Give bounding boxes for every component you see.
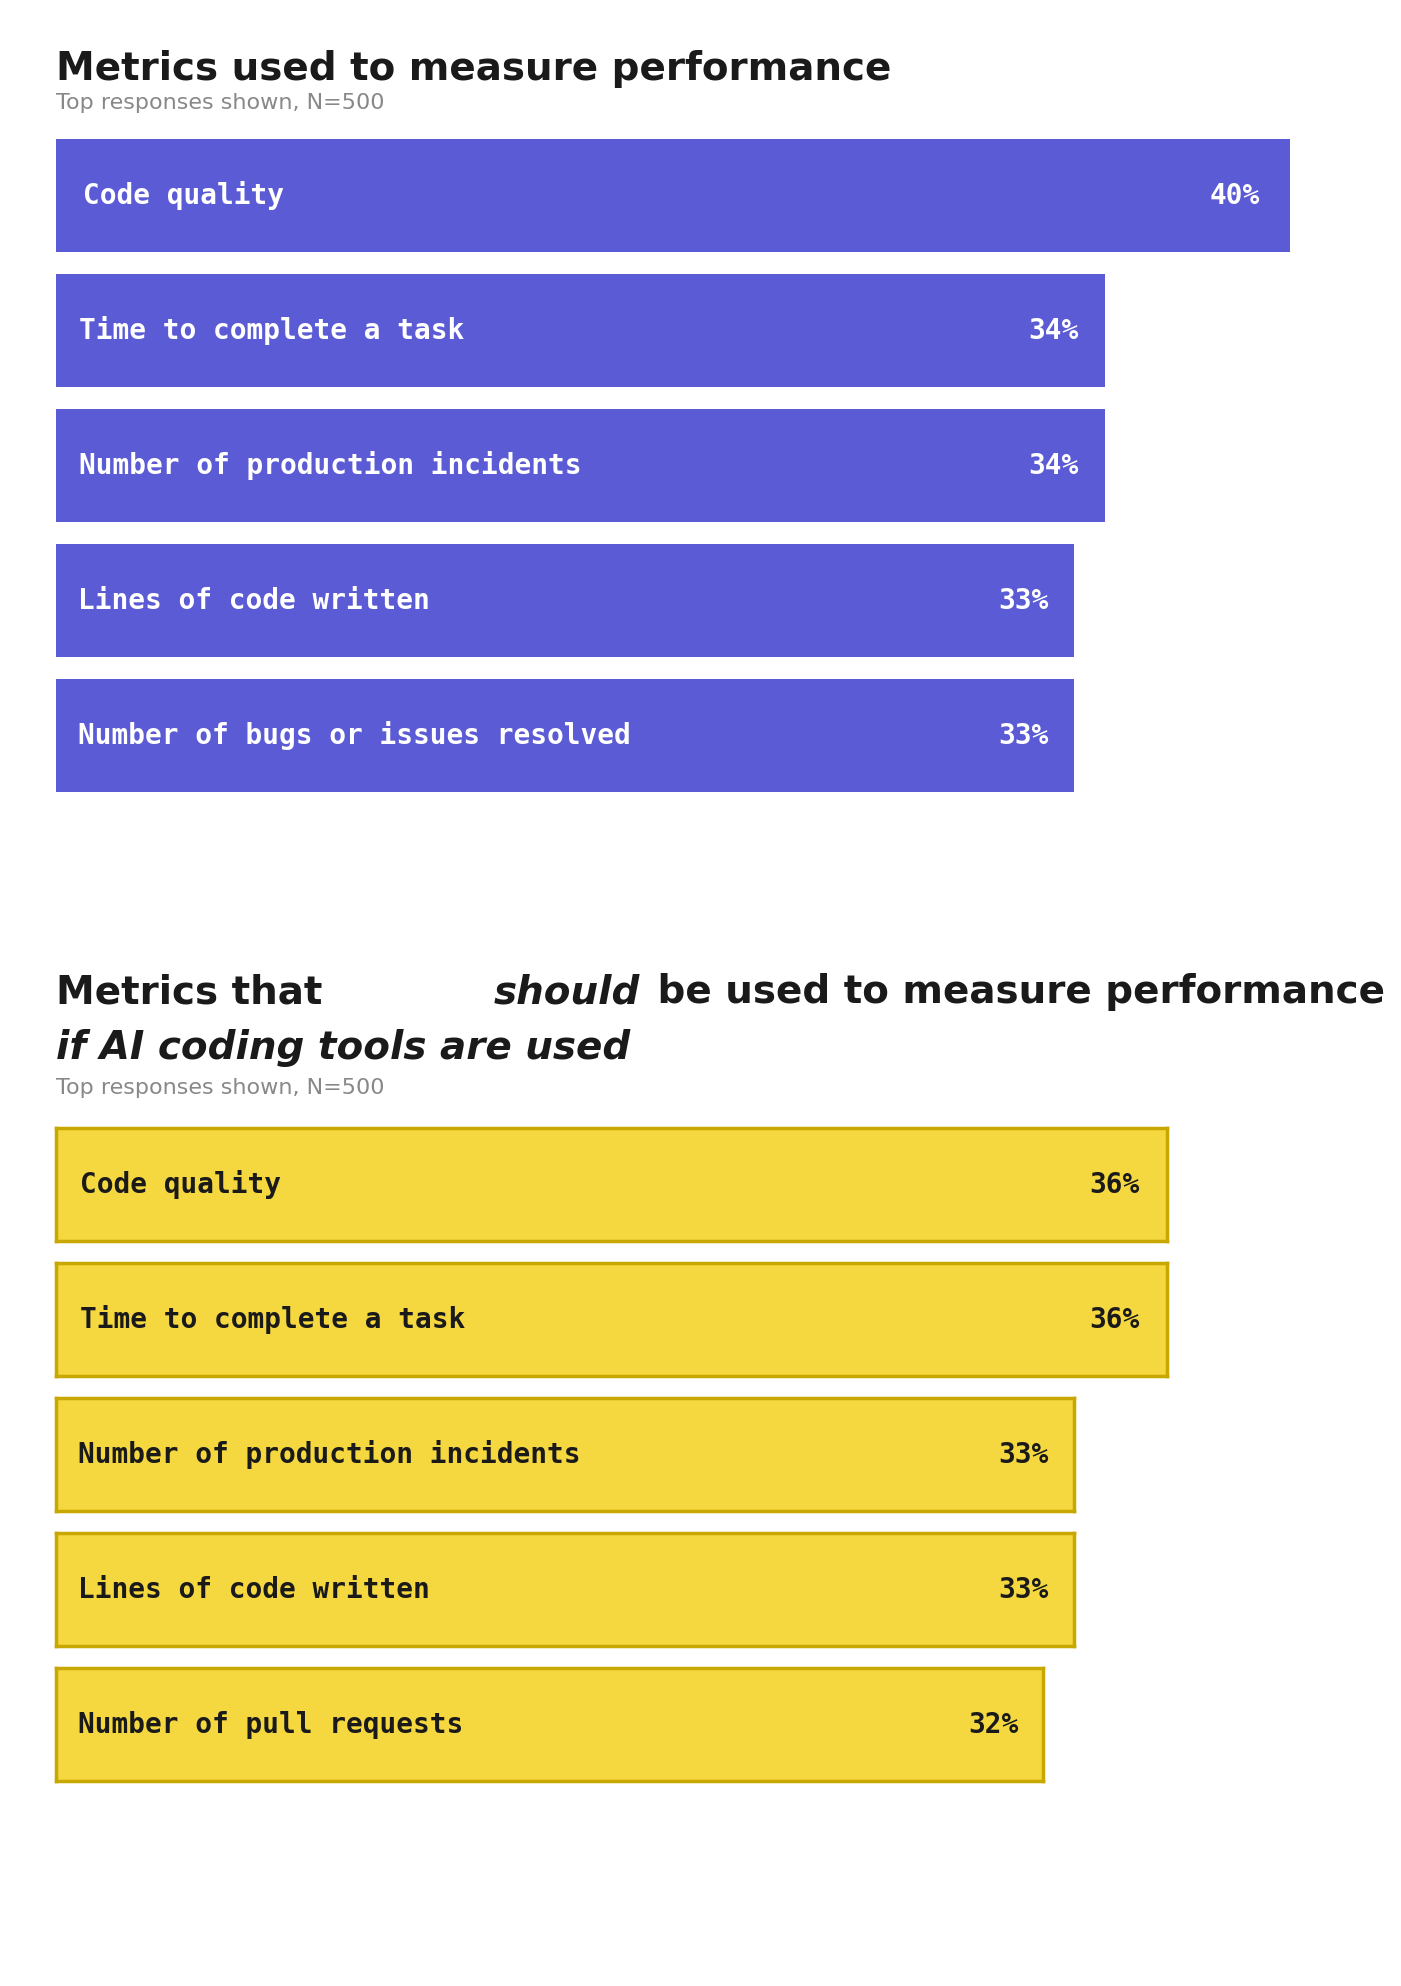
Text: Time to complete a task: Time to complete a task [78, 316, 464, 346]
Text: 33%: 33% [999, 586, 1049, 616]
Text: Number of production incidents: Number of production incidents [78, 1440, 581, 1470]
Text: Top responses shown, N=500: Top responses shown, N=500 [56, 93, 384, 113]
Text: Top responses shown, N=500: Top responses shown, N=500 [56, 1078, 384, 1098]
Text: Metrics used to measure performance: Metrics used to measure performance [56, 50, 891, 87]
Text: Metrics that: Metrics that [56, 973, 336, 1011]
Text: Lines of code written: Lines of code written [78, 1575, 430, 1605]
Text: Number of production incidents: Number of production incidents [78, 451, 581, 481]
Text: 32%: 32% [968, 1710, 1019, 1740]
Text: 33%: 33% [999, 721, 1049, 751]
Text: Time to complete a task: Time to complete a task [80, 1305, 465, 1335]
Text: 36%: 36% [1089, 1170, 1139, 1200]
Text: be used to measure performance: be used to measure performance [644, 973, 1386, 1011]
Text: Number of pull requests: Number of pull requests [78, 1710, 462, 1740]
Text: 36%: 36% [1089, 1305, 1139, 1335]
Text: Lines of code written: Lines of code written [78, 586, 430, 616]
Text: Code quality: Code quality [83, 181, 284, 211]
Text: Code quality: Code quality [80, 1170, 282, 1200]
Text: 34%: 34% [1028, 316, 1079, 346]
Text: 40%: 40% [1209, 181, 1259, 211]
Text: should: should [493, 973, 639, 1011]
Text: if AI coding tools are used: if AI coding tools are used [56, 1029, 630, 1066]
Text: 34%: 34% [1028, 451, 1079, 481]
Text: Number of bugs or issues resolved: Number of bugs or issues resolved [78, 721, 632, 751]
Text: 33%: 33% [999, 1575, 1049, 1605]
Text: 33%: 33% [999, 1440, 1049, 1470]
